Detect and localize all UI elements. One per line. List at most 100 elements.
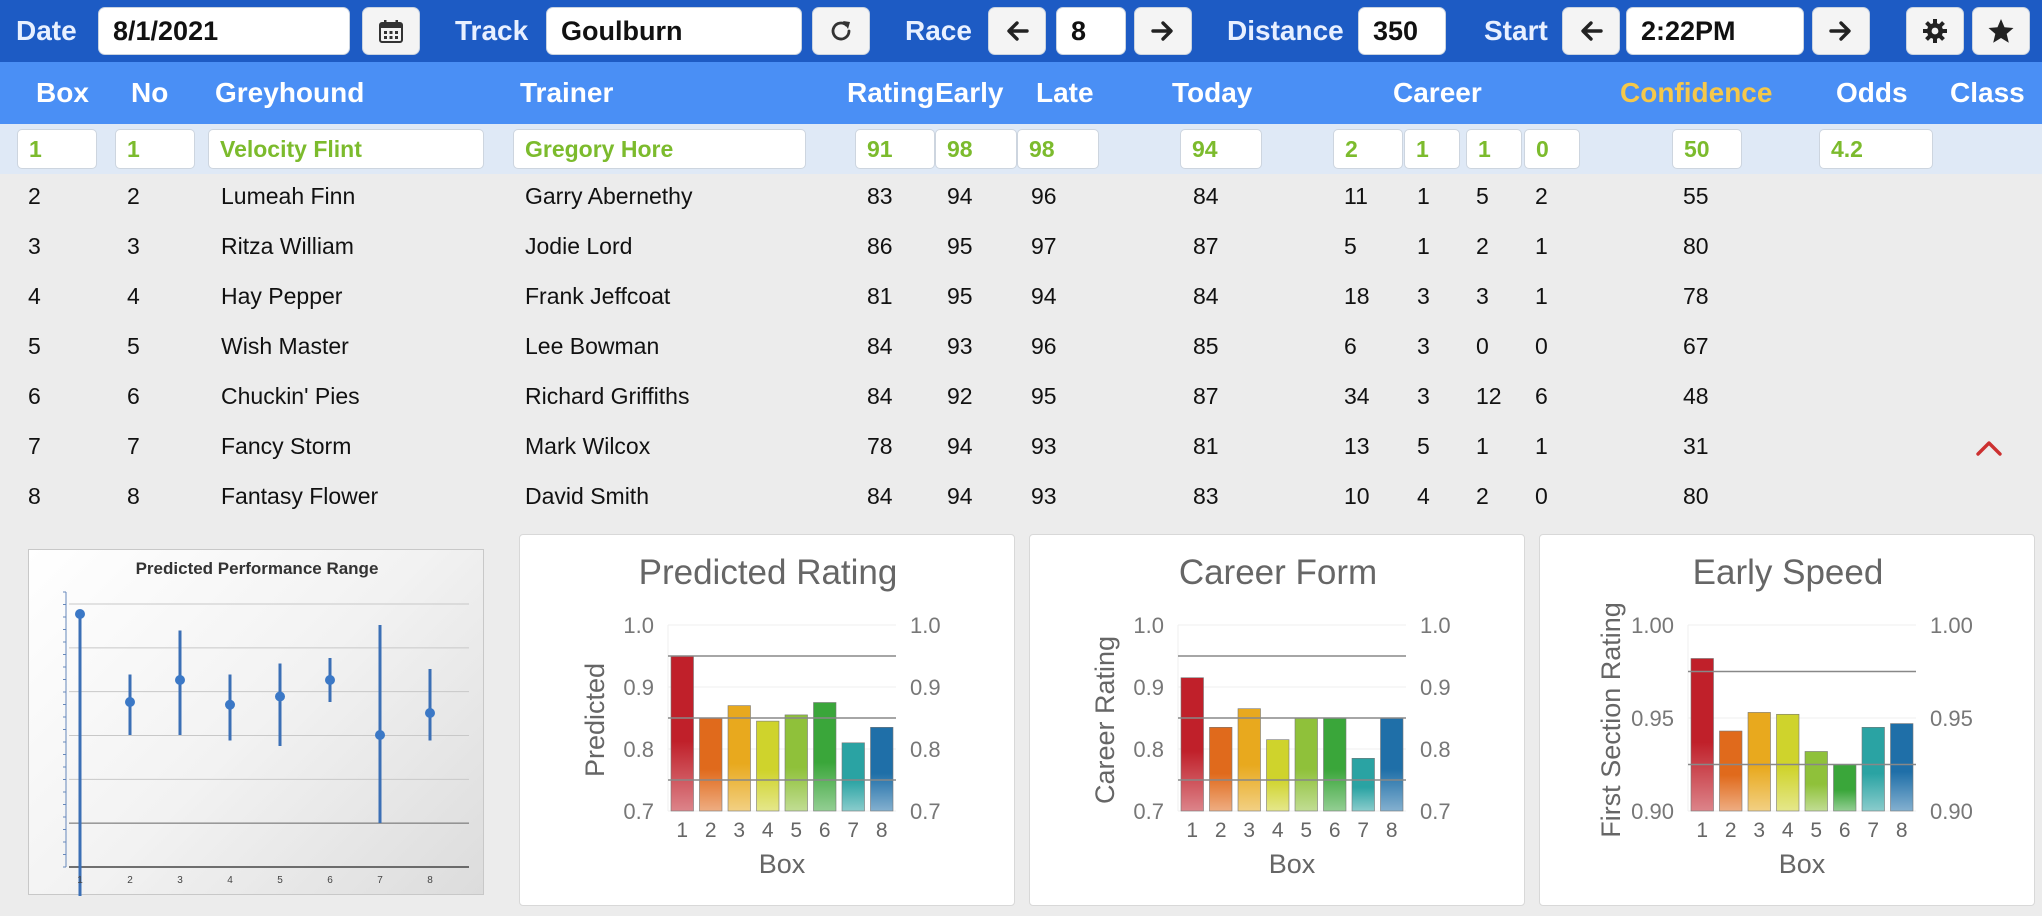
table-row[interactable]: 2 2 Lumeah Finn Garry Abernethy 83 94 96 84 11 1 5… [0,172,2042,222]
y-tick-label: 0.95 [1631,706,1674,731]
arrow-right-icon [1829,21,1851,41]
y-tick-label: 0.8 [1133,737,1164,762]
career-form-card: Career Form 1 2 3 4 5 6 7 8 0.7 0.7 0.8 0.8 0.9 0.9 1.0… [1029,534,1525,906]
range-point [375,730,385,740]
rating-field[interactable]: 91 [855,129,935,169]
x-tick-label: 8 [1896,819,1908,842]
chevron-up-icon[interactable] [1974,438,2004,458]
confidence-cell: 31 [1683,433,1709,459]
race-prev-button[interactable] [988,7,1046,55]
col-early[interactable]: Early [935,77,1004,108]
x-tick-label: 7 [1357,819,1369,842]
range-x-tick-label: 3 [177,875,183,886]
career-wins-cell: 3 [1417,333,1430,359]
race-next-button[interactable] [1134,7,1192,55]
trainer-cell: David Smith [525,483,649,509]
y2-tick-label: 0.90 [1930,799,1973,824]
bar [813,702,837,812]
bar [1294,717,1318,812]
late-field[interactable]: 98 [1017,129,1099,169]
race-input[interactable]: 8 [1056,7,1126,55]
no-cell: 7 [127,433,140,459]
start-prev-button[interactable] [1562,7,1620,55]
x-axis-label: Box [1779,849,1826,879]
early-field[interactable]: 98 [935,129,1017,169]
today-field[interactable]: 94 [1180,129,1262,169]
late-cell: 95 [1031,383,1057,409]
bar [784,714,808,812]
table-row[interactable]: 5 5 Wish Master Lee Bowman 84 93 96 85 6 3 0 0 67 [0,322,2042,372]
trainer-cell: Lee Bowman [525,333,660,359]
table-row[interactable]: 7 7 Fancy Storm Mark Wilcox 78 94 93 81 13 5 1 1 31 [0,422,2042,472]
career-starts-cell: 13 [1344,433,1370,459]
greyhound-cell: Lumeah Finn [221,183,356,209]
late-cell: 93 [1031,433,1057,459]
col-late[interactable]: Late [1036,77,1094,108]
start-next-button[interactable] [1812,7,1870,55]
bar [1719,730,1743,812]
career-wins-cell: 5 [1417,433,1430,459]
table-row[interactable]: 3 3 Ritza William Jodie Lord 86 95 97 87 5 1 2 1 80 [0,222,2042,272]
trainer-cell: Jodie Lord [525,233,633,259]
calendar-button[interactable] [362,7,420,55]
career-thirds-field[interactable]: 0 [1524,129,1580,169]
favorite-button[interactable] [1972,7,2030,55]
no-cell: 3 [127,233,140,259]
no-field[interactable]: 1 [115,129,195,169]
career-seconds-cell: 12 [1476,383,1502,409]
track-label: Track [455,15,529,46]
odds-field[interactable]: 4.2 [1819,129,1933,169]
col-no[interactable]: No [131,77,169,108]
col-box[interactable]: Box [36,77,89,108]
col-trainer[interactable]: Trainer [520,77,614,108]
box-cell: 4 [28,283,41,309]
col-class[interactable]: Class [1950,77,2025,108]
table-row[interactable]: 4 4 Hay Pepper Frank Jeffcoat 81 95 94 84 18 3 3 1 7… [0,272,2042,322]
career-starts-field[interactable]: 2 [1333,129,1403,169]
col-career[interactable]: Career [1393,77,1482,108]
track-input[interactable]: Goulburn [546,7,802,55]
y2-tick-label: 0.9 [1420,675,1451,700]
bar [1237,708,1261,812]
col-rating[interactable]: Rating [847,77,935,108]
table-row[interactable]: 6 6 Chuckin' Pies Richard Griffiths 84 92 95 87… [0,372,2042,422]
range-x-tick-label: 5 [277,875,283,886]
settings-button[interactable] [1906,7,1964,55]
col-today[interactable]: Today [1172,77,1253,108]
chart-title: Predicted Rating [639,553,898,592]
date-input[interactable]: 8/1/2021 [98,7,350,55]
greyhound-field[interactable]: Velocity Flint [208,129,484,169]
refresh-button[interactable] [812,7,870,55]
bar [1209,727,1233,812]
col-odds[interactable]: Odds [1836,77,1908,108]
today-cell: 84 [1193,183,1219,209]
career-starts-cell: 10 [1344,483,1370,509]
col-confidence[interactable]: Confidence [1620,77,1773,108]
y2-tick-label: 1.0 [910,613,941,638]
career-seconds-cell: 2 [1476,233,1489,259]
bar [699,717,723,812]
career-thirds-cell: 1 [1535,433,1548,459]
race-label: Race [905,15,972,46]
greyhound-cell: Wish Master [221,333,349,359]
x-tick-label: 7 [847,819,859,842]
career-wins-cell: 1 [1417,233,1430,259]
career-thirds-cell: 1 [1535,233,1548,259]
career-wins-cell: 4 [1417,483,1430,509]
trainer-field[interactable]: Gregory Hore [513,129,806,169]
box-field[interactable]: 1 [17,129,97,169]
table-row[interactable]: 8 8 Fantasy Flower David Smith 84 94 93 83 10 4 2 0… [0,472,2042,522]
late-cell: 93 [1031,483,1057,509]
range-x-tick-label: 1 [77,875,83,886]
confidence-field[interactable]: 50 [1672,129,1742,169]
career-wins-field[interactable]: 1 [1404,129,1460,169]
table-row-selected[interactable]: 1 1 Velocity Flint Gregory Hore 91 98 98… [0,124,2042,174]
distance-input[interactable]: 350 [1358,7,1446,55]
start-time-input[interactable]: 2:22PM [1626,7,1804,55]
y-tick-label: 0.7 [1133,799,1164,824]
col-greyhound[interactable]: Greyhound [215,77,365,108]
runners-table [0,124,2042,524]
rating-cell: 78 [867,433,893,459]
no-cell: 8 [127,483,140,509]
career-seconds-field[interactable]: 1 [1466,129,1522,169]
